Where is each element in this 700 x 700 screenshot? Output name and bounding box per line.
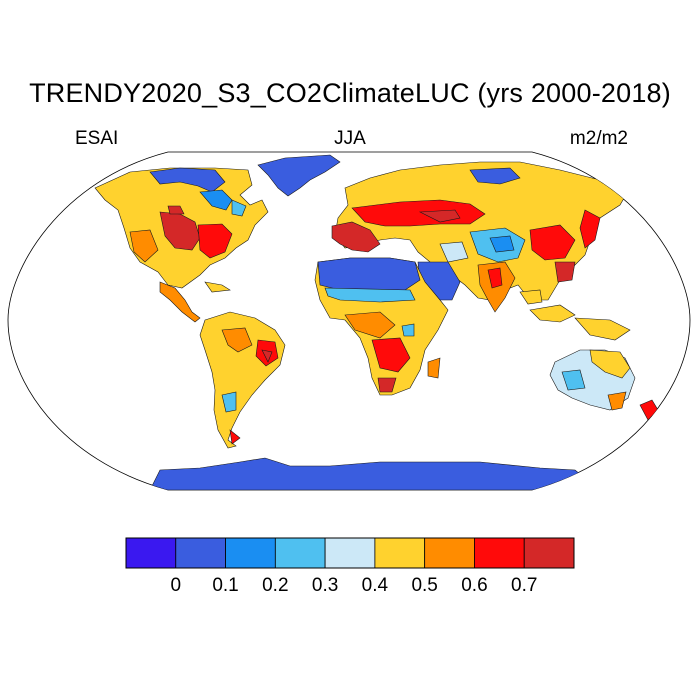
colorbar-cell bbox=[225, 537, 276, 569]
map-title: TRENDY2020_S3_CO2ClimateLUC (yrs 2000-20… bbox=[29, 78, 671, 108]
colorbar-cell bbox=[523, 537, 575, 569]
colorbar bbox=[125, 537, 575, 569]
colorbar-cell bbox=[175, 537, 226, 569]
colorbar-tick-label: 0.1 bbox=[212, 575, 239, 596]
colorbar-cell bbox=[125, 537, 177, 569]
colorbar-cell bbox=[374, 537, 426, 569]
colorbar-tick-label: 0.3 bbox=[311, 575, 339, 596]
colorbar-cell bbox=[474, 537, 525, 569]
colorbar-tick-label: 0 bbox=[170, 575, 182, 596]
colorbar-cell bbox=[324, 537, 376, 569]
colorbar-tick-label: 0.4 bbox=[361, 575, 389, 596]
colorbar-cell bbox=[274, 537, 326, 569]
greenland bbox=[257, 154, 341, 197]
variable-label: ESAI bbox=[75, 128, 119, 149]
unit-label: m2/m2 bbox=[569, 128, 628, 149]
colorbar-cell bbox=[424, 537, 475, 569]
colorbar-tick-label: 0.5 bbox=[411, 575, 438, 596]
colorbar-tick-label: 0.2 bbox=[262, 575, 289, 596]
colorbar-tick-label: 0.7 bbox=[511, 575, 538, 596]
colorbar-tick-label: 0.6 bbox=[461, 575, 488, 596]
season-label: JJA bbox=[334, 128, 366, 149]
